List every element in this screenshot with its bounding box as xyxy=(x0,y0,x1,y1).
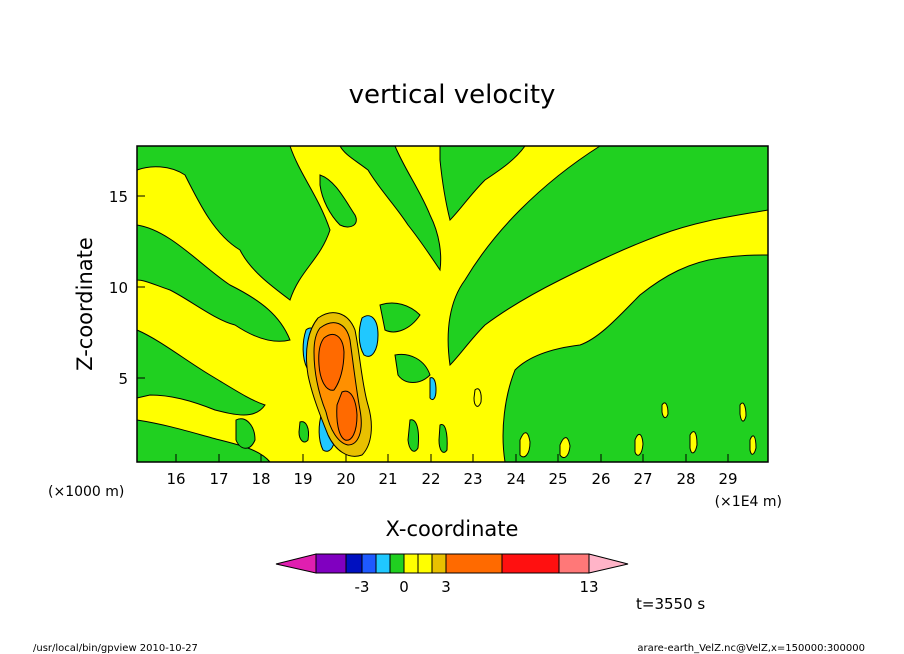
footer-left: /usr/local/bin/gpview 2010-10-27 xyxy=(33,643,198,654)
chart-title: vertical velocity xyxy=(349,80,556,110)
colorbar-label: 13 xyxy=(579,578,598,596)
y-tick-labels: 5 10 15 xyxy=(109,188,128,388)
x-axis-title: X-coordinate xyxy=(386,517,519,541)
y-tick-label: 15 xyxy=(109,188,128,206)
colorbar-label: -3 xyxy=(355,578,370,596)
colorbar-swatch xyxy=(558,553,590,574)
updraft-core xyxy=(305,312,372,457)
green-contour-regions xyxy=(136,145,769,463)
plot-frame xyxy=(136,145,769,463)
colorbar xyxy=(275,553,629,574)
colorbar-swatch xyxy=(501,553,560,574)
colorbar-swatch xyxy=(361,553,377,574)
colorbar-swatch xyxy=(417,553,433,574)
x-tick-label: 28 xyxy=(676,470,695,488)
colorbar-low-arrow xyxy=(275,553,317,574)
x-tick-label: 24 xyxy=(506,470,525,488)
x-unit-left: (×1000 m) xyxy=(48,484,124,500)
x-tick-label: 18 xyxy=(251,470,270,488)
colorbar-swatch xyxy=(403,553,419,574)
colorbar-high-arrow xyxy=(588,553,629,574)
x-tick-label: 20 xyxy=(336,470,355,488)
x-tick-label: 29 xyxy=(718,470,737,488)
x-tick-label: 27 xyxy=(633,470,652,488)
colorbar-label: 3 xyxy=(441,578,451,596)
colorbar-swatch xyxy=(431,553,447,574)
colorbar-swatch xyxy=(345,553,363,574)
time-label: t=3550 s xyxy=(636,595,705,613)
axis-ticks xyxy=(137,195,729,462)
plot-area xyxy=(136,145,769,463)
x-tick-label: 22 xyxy=(421,470,440,488)
colorbar-swatch xyxy=(389,553,405,574)
colorbar-swatch xyxy=(445,553,503,574)
x-tick-label: 17 xyxy=(209,470,228,488)
x-tick-label: 21 xyxy=(378,470,397,488)
y-tick-label: 5 xyxy=(118,370,128,388)
y-axis-title: Z-coordinate xyxy=(73,237,97,371)
y-tick-label: 10 xyxy=(109,279,128,297)
x-tick-label: 26 xyxy=(591,470,610,488)
x-tick-label: 16 xyxy=(166,470,185,488)
x-tick-labels: 16 17 18 19 20 21 22 23 24 25 26 27 28 2… xyxy=(166,470,737,488)
footer-right: arare-earth_VelZ.nc@VelZ,x=150000:300000 xyxy=(637,643,865,654)
colorbar-swatch xyxy=(375,553,391,574)
colorbar-labels: -3 0 3 13 xyxy=(355,578,599,596)
x-tick-label: 23 xyxy=(463,470,482,488)
x-tick-label: 19 xyxy=(293,470,312,488)
colorbar-swatch xyxy=(315,553,347,574)
x-unit-right: (×1E4 m) xyxy=(715,494,782,510)
surface-cells xyxy=(235,388,757,459)
colorbar-label: 0 xyxy=(399,578,409,596)
x-tick-label: 25 xyxy=(548,470,567,488)
